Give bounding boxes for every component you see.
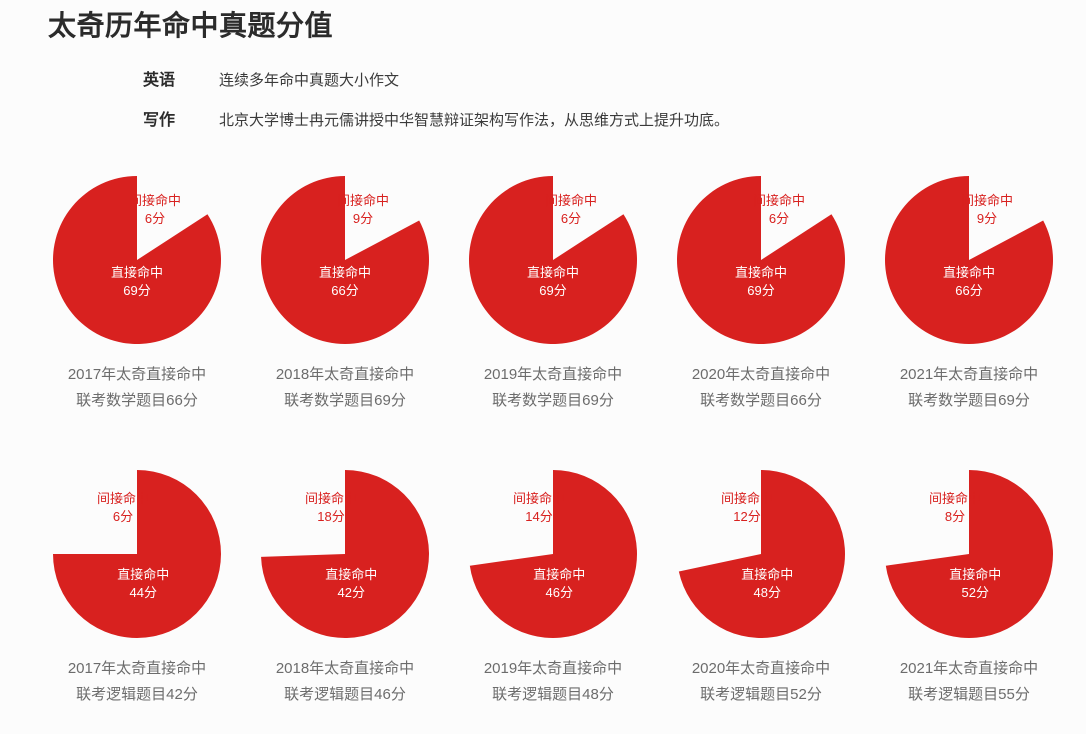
pie-chart-svg: [261, 176, 430, 344]
pie-chart: 直接命中 66分 间接命中 9分: [257, 172, 433, 348]
pie-chart-cell: 直接命中 42分 间接命中 18分 2018年太奇直接命中 联考逻辑题目46分: [241, 466, 449, 707]
pie-slice-direct: [885, 470, 1054, 638]
pie-chart: 直接命中 46分 间接命中 14分: [465, 466, 641, 642]
pie-slice-direct: [261, 470, 429, 638]
caption-line-2: 联考逻辑题目48分: [492, 685, 614, 703]
caption-line-1: 2017年太奇直接命中: [67, 660, 207, 677]
intro-text-writing: 北京大学博士冉元儒讲授中华智慧辩证架构写作法，从思维方式上提升功底。: [219, 112, 730, 129]
pie-chart-svg: [261, 470, 429, 638]
caption-line-2: 联考数学题目69分: [492, 391, 614, 409]
caption-line-1: 2018年太奇直接命中: [275, 366, 415, 383]
pie-slice-direct: [53, 470, 221, 638]
pie-chart-cell: 直接命中 46分 间接命中 14分 2019年太奇直接命中 联考逻辑题目48分: [449, 466, 657, 707]
pie-chart-caption: 2021年太奇直接命中 联考数学题目69分: [900, 362, 1038, 413]
pie-chart-cell: 直接命中 69分 间接命中 6分 2017年太奇直接命中 联考数学题目66分: [33, 172, 241, 413]
pie-chart: 直接命中 69分 间接命中 6分: [465, 172, 641, 348]
caption-line-1: 2019年太奇直接命中: [483, 366, 623, 383]
intro-block: 英语 连续多年命中真题大小作文 写作 北京大学博士冉元儒讲授中华智慧辩证架构写作…: [143, 66, 1023, 146]
pie-chart-cell: 直接命中 66分 间接命中 9分 2021年太奇直接命中 联考数学题目69分: [865, 172, 1073, 413]
pie-chart-cell: 直接命中 69分 间接命中 6分 2019年太奇直接命中 联考数学题目69分: [449, 172, 657, 413]
pie-chart: 直接命中 44分 间接命中 6分: [49, 466, 225, 642]
pie-chart-svg: [469, 176, 638, 344]
page-title: 太奇历年命中真题分值: [48, 10, 334, 41]
caption-line-1: 2020年太奇直接命中: [691, 660, 831, 677]
pie-chart-svg: [678, 470, 846, 638]
pie-chart-caption: 2020年太奇直接命中 联考逻辑题目52分: [692, 656, 830, 707]
caption-line-1: 2019年太奇直接命中: [483, 660, 623, 677]
pie-chart-caption: 2018年太奇直接命中 联考逻辑题目46分: [276, 656, 414, 707]
pie-chart-caption: 2021年太奇直接命中 联考逻辑题目55分: [900, 656, 1038, 707]
intro-row-writing: 写作 北京大学博士冉元儒讲授中华智慧辩证架构写作法，从思维方式上提升功底。: [143, 106, 1023, 130]
pie-slice-direct: [261, 176, 430, 344]
pie-chart-cell: 直接命中 69分 间接命中 6分 2020年太奇直接命中 联考数学题目66分: [657, 172, 865, 413]
pie-chart-row-math: 直接命中 69分 间接命中 6分 2017年太奇直接命中 联考数学题目66分 直接命中 66分…: [0, 172, 1086, 413]
pie-chart-svg: [469, 470, 638, 638]
pie-chart-caption: 2018年太奇直接命中 联考数学题目69分: [276, 362, 414, 413]
pie-chart-caption: 2019年太奇直接命中 联考逻辑题目48分: [484, 656, 622, 707]
caption-line-1: 2017年太奇直接命中: [67, 366, 207, 383]
pie-chart-caption: 2019年太奇直接命中 联考数学题目69分: [484, 362, 622, 413]
caption-line-1: 2021年太奇直接命中: [899, 660, 1039, 677]
pie-chart-svg: [53, 176, 222, 344]
pie-chart: 直接命中 48分 间接命中 12分: [673, 466, 849, 642]
pie-chart-svg: [885, 176, 1054, 344]
pie-chart-caption: 2017年太奇直接命中 联考数学题目66分: [68, 362, 206, 413]
pie-chart-svg: [677, 176, 846, 344]
pie-chart-svg: [53, 470, 221, 638]
pie-chart-cell: 直接命中 66分 间接命中 9分 2018年太奇直接命中 联考数学题目69分: [241, 172, 449, 413]
caption-line-2: 联考数学题目69分: [284, 391, 406, 409]
intro-label-writing: 写作: [143, 112, 176, 129]
pie-chart: 直接命中 42分 间接命中 18分: [257, 466, 433, 642]
pie-chart-cell: 直接命中 48分 间接命中 12分 2020年太奇直接命中 联考逻辑题目52分: [657, 466, 865, 707]
pie-chart: 直接命中 69分 间接命中 6分: [49, 172, 225, 348]
caption-line-2: 联考逻辑题目55分: [908, 685, 1030, 703]
caption-line-2: 联考逻辑题目42分: [76, 685, 198, 703]
pie-chart: 直接命中 52分 间接命中 8分: [881, 466, 1057, 642]
pie-slice-direct: [677, 176, 846, 344]
pie-slice-direct: [469, 176, 638, 344]
caption-line-1: 2018年太奇直接命中: [275, 660, 415, 677]
caption-line-1: 2020年太奇直接命中: [691, 366, 831, 383]
pie-chart-caption: 2017年太奇直接命中 联考逻辑题目42分: [68, 656, 206, 707]
pie-slice-direct: [53, 176, 222, 344]
caption-line-2: 联考逻辑题目52分: [700, 685, 822, 703]
pie-chart-cell: 直接命中 52分 间接命中 8分 2021年太奇直接命中 联考逻辑题目55分: [865, 466, 1073, 707]
pie-chart: 直接命中 69分 间接命中 6分: [673, 172, 849, 348]
caption-line-1: 2021年太奇直接命中: [899, 366, 1039, 383]
pie-chart-svg: [885, 470, 1054, 638]
caption-line-2: 联考数学题目69分: [908, 391, 1030, 409]
pie-chart-caption: 2020年太奇直接命中 联考数学题目66分: [692, 362, 830, 413]
pie-chart-row-logic: 直接命中 44分 间接命中 6分 2017年太奇直接命中 联考逻辑题目42分 直接命中 42分…: [0, 466, 1086, 707]
pie-slice-direct: [885, 176, 1054, 344]
pie-slice-direct: [469, 470, 638, 638]
intro-text-english: 连续多年命中真题大小作文: [219, 72, 400, 89]
caption-line-2: 联考数学题目66分: [700, 391, 822, 409]
caption-line-2: 联考逻辑题目46分: [284, 685, 406, 703]
pie-slice-direct: [678, 470, 846, 638]
pie-chart: 直接命中 66分 间接命中 9分: [881, 172, 1057, 348]
intro-label-english: 英语: [143, 72, 176, 89]
intro-row-english: 英语 连续多年命中真题大小作文: [143, 66, 1023, 90]
pie-chart-cell: 直接命中 44分 间接命中 6分 2017年太奇直接命中 联考逻辑题目42分: [33, 466, 241, 707]
caption-line-2: 联考数学题目66分: [76, 391, 198, 409]
